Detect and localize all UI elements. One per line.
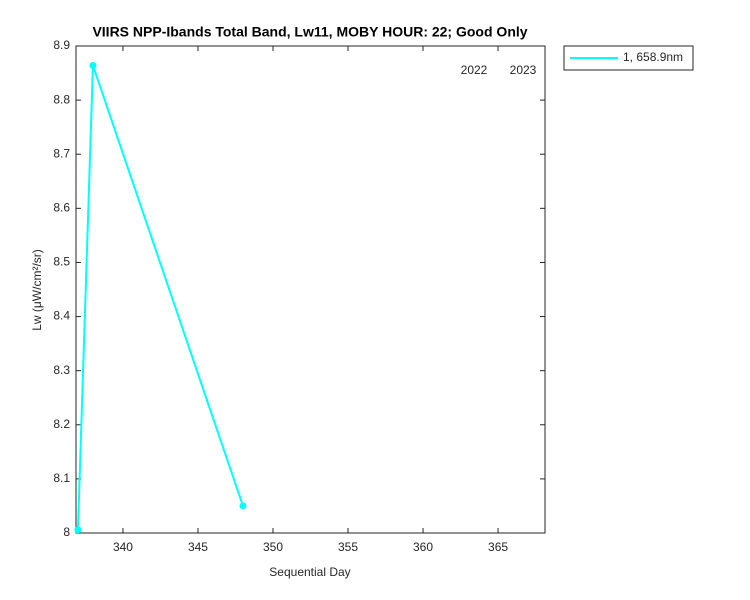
annotation: 2023: [510, 63, 537, 77]
y-tick-label: 8.4: [53, 309, 70, 323]
x-tick-label: 340: [113, 540, 133, 554]
x-axis-label: Sequential Day: [269, 565, 350, 579]
x-tick-label: 365: [488, 540, 508, 554]
y-tick-label: 8.1: [53, 471, 70, 485]
x-tick-label: 350: [263, 540, 283, 554]
y-tick-label: 8.5: [53, 255, 70, 269]
y-tick-label: 8.6: [53, 201, 70, 215]
chart-title: VIIRS NPP-Ibands Total Band, Lw11, MOBY …: [92, 24, 527, 40]
y-tick-label: 8: [63, 525, 70, 539]
data-point: [239, 502, 247, 510]
x-tick-label: 345: [188, 540, 208, 554]
y-tick-label: 8.3: [53, 363, 70, 377]
y-axis-label: Lw (μW/cm²/sr): [30, 249, 44, 331]
annotation: 2022: [461, 63, 488, 77]
y-tick-label: 8.8: [53, 92, 70, 106]
legend-label: 1, 658.9nm: [623, 50, 683, 64]
y-tick-label: 8.2: [53, 417, 70, 431]
x-tick-label: 360: [413, 540, 433, 554]
x-tick-label: 355: [338, 540, 358, 554]
plot-area: [75, 45, 546, 534]
y-tick-label: 8.7: [53, 146, 70, 160]
data-point: [74, 526, 82, 534]
y-tick-label: 8.9: [53, 38, 70, 52]
data-point: [89, 61, 97, 69]
